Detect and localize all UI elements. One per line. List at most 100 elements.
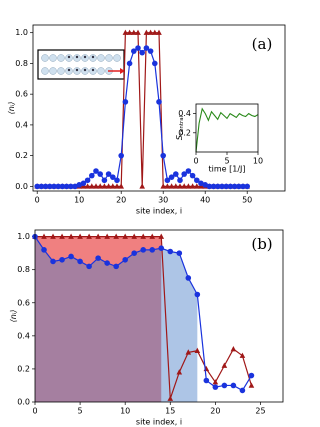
data-point [93, 168, 99, 174]
y-tick-label: 0.2 [178, 128, 191, 137]
data-point [140, 233, 147, 239]
x-tick-label: 50 [242, 196, 252, 205]
data-point [89, 172, 95, 179]
data-point [122, 233, 128, 239]
x-tick-label: 10 [120, 407, 130, 416]
data-point [104, 260, 110, 266]
data-point [51, 183, 57, 190]
data-point [167, 248, 174, 255]
data-point [230, 382, 237, 389]
series-line [195, 107, 259, 153]
data-point [131, 250, 137, 256]
data-point [152, 60, 158, 67]
data-point [206, 183, 213, 190]
data-point [143, 29, 150, 35]
data-point [55, 183, 61, 190]
data-point [147, 48, 154, 54]
data-point [131, 233, 137, 239]
plot-frame [32, 24, 286, 192]
data-point [149, 247, 156, 253]
data-point [181, 171, 187, 177]
data-point [185, 349, 192, 355]
data-point [131, 29, 137, 35]
data-point [189, 172, 196, 179]
area-fill [35, 236, 162, 402]
plot-frame [195, 103, 259, 153]
data-point [101, 177, 108, 184]
data-point [80, 180, 87, 187]
data-point [194, 177, 200, 184]
data-point [114, 183, 120, 189]
y-tick-label: 0.0 [17, 398, 30, 407]
data-point [189, 183, 196, 189]
data-point [86, 263, 92, 270]
x-tick-label: 10 [253, 157, 263, 166]
data-point [50, 233, 56, 239]
y-tick-label: 1.0 [15, 28, 28, 37]
data-point [194, 183, 200, 189]
data-point [113, 263, 119, 270]
data-point [227, 183, 234, 190]
x-tick-label: 40 [200, 196, 210, 205]
data-point [38, 183, 45, 190]
panel-label: (b) [251, 235, 272, 253]
data-point [177, 183, 183, 189]
data-point [173, 171, 179, 177]
x-axis-label: site index, i [136, 207, 182, 216]
data-point [156, 29, 162, 35]
data-point [164, 183, 171, 189]
data-point [59, 256, 65, 263]
data-point [89, 183, 95, 189]
data-point [131, 48, 137, 54]
data-point [105, 171, 112, 177]
data-point [50, 258, 56, 265]
data-point [152, 29, 158, 35]
data-point [143, 45, 150, 51]
data-point [240, 183, 246, 190]
data-point [230, 345, 237, 352]
data-point [223, 183, 229, 190]
data-point [168, 183, 175, 189]
data-point [59, 233, 65, 239]
y-tick-label: 0.4 [17, 331, 30, 340]
x-tick-label: 15 [165, 407, 175, 416]
x-axis-label: site index, i [136, 418, 182, 427]
y-tick-label: 0.8 [15, 59, 28, 68]
data-point [105, 183, 112, 189]
data-point [113, 233, 119, 239]
data-point [221, 382, 228, 389]
data-point [86, 233, 92, 239]
data-point [110, 183, 116, 189]
data-point [68, 233, 74, 239]
data-point [185, 183, 192, 189]
data-point [194, 347, 201, 353]
data-point [139, 49, 145, 56]
y-axis-label-subscript: central [179, 115, 185, 135]
data-point [239, 352, 246, 358]
x-tick-label: 0 [193, 157, 198, 166]
x-tick-label: 10 [74, 196, 84, 205]
y-tick-label: 0.6 [17, 298, 30, 307]
y-tick-label: 0.0 [15, 182, 28, 191]
x-tick-label: 25 [255, 407, 265, 416]
data-point [41, 233, 47, 239]
data-point [160, 152, 166, 159]
data-point [176, 369, 183, 375]
data-point [194, 291, 201, 298]
data-point [185, 168, 192, 174]
data-point [212, 379, 219, 385]
y-axis-label: ⟨nᵢ⟩ [7, 102, 16, 115]
data-point [231, 183, 238, 190]
data-point [248, 382, 255, 388]
y-axis-label-main: S [175, 135, 184, 140]
data-point [63, 183, 70, 190]
x-tick-label: 20 [116, 196, 126, 205]
data-point [104, 233, 110, 239]
data-point [77, 233, 83, 239]
y-axis-label-main: ⟨nᵢ⟩ [7, 102, 16, 115]
data-point [164, 177, 171, 184]
y-tick-label: 1.0 [17, 232, 30, 241]
data-point [147, 29, 154, 35]
x-tick-label: 0 [32, 407, 37, 416]
data-point [158, 233, 165, 239]
